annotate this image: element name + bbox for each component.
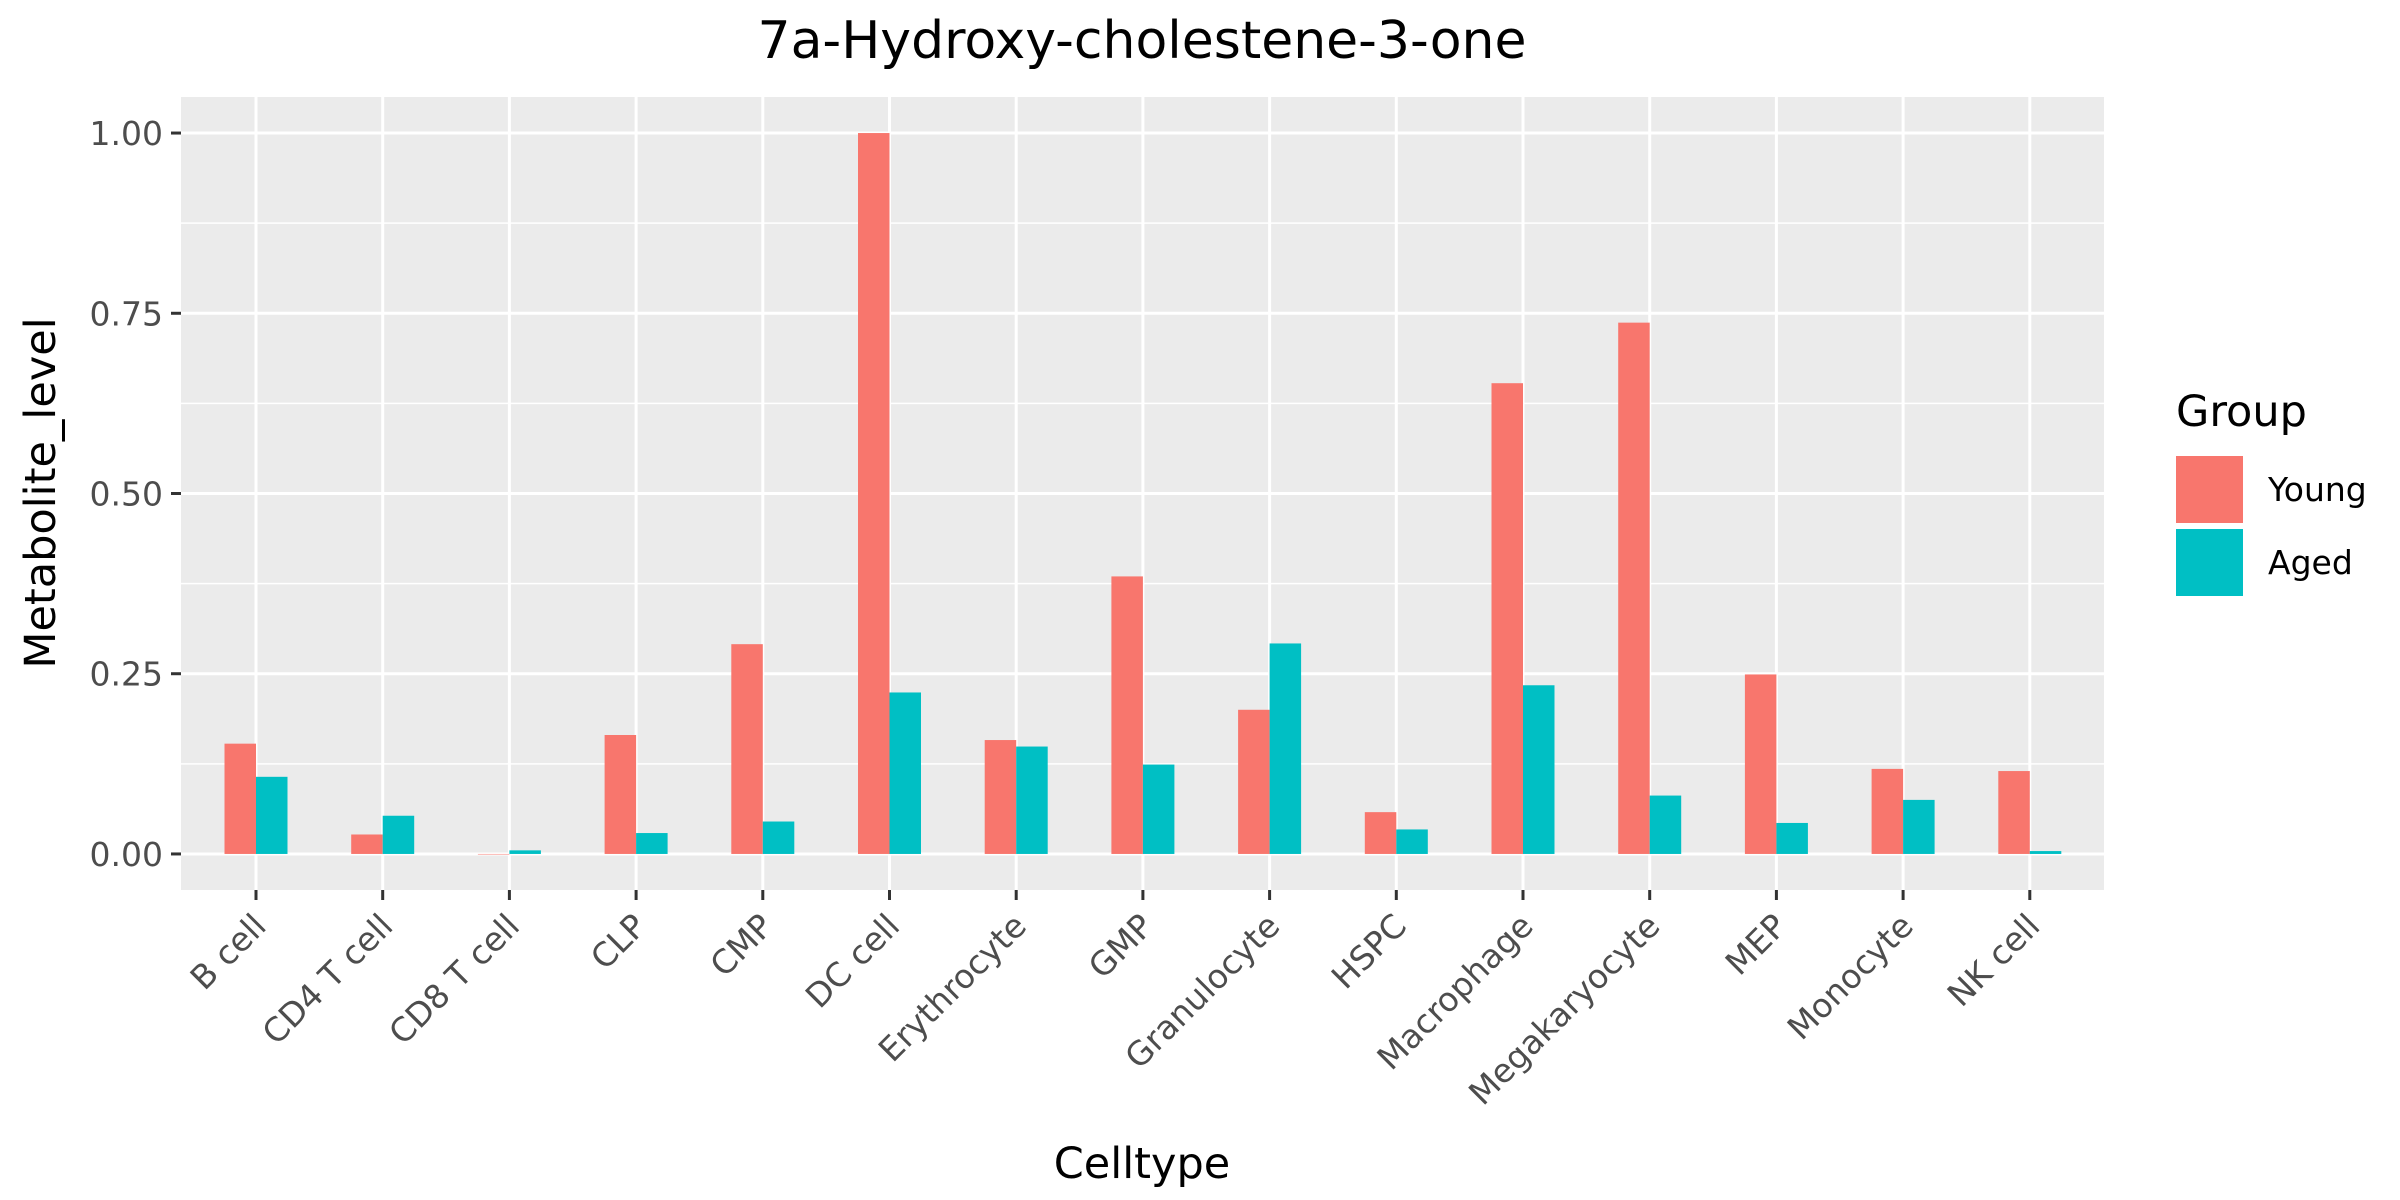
chart-title: 7a-Hydroxy-cholestene-3-one — [757, 11, 1526, 71]
bar-young-cmp — [731, 644, 763, 854]
bar-aged-granulocyte — [1269, 643, 1302, 854]
bar-aged-cmp — [762, 821, 795, 854]
bar-young-cd4-t-cell — [351, 834, 383, 854]
bar-aged-monocyte — [1903, 799, 1935, 854]
legend-label-young: Young — [2267, 470, 2367, 509]
bar-young-gmp — [1111, 576, 1143, 854]
legend-key-aged — [2176, 529, 2243, 596]
bar-aged-cd4-t-cell — [382, 815, 415, 854]
bar-aged-b-cell — [256, 776, 288, 854]
bar-young-mep — [1744, 674, 1777, 854]
bar-young-nk-cell — [1998, 771, 2030, 854]
legend-key-young — [2176, 456, 2243, 523]
y-axis: 0.00 0.25 0.50 0.75 1.00 — [90, 114, 181, 874]
bar-aged-erythrocyte — [1016, 746, 1048, 854]
y-tick-label: 0.25 — [90, 655, 163, 694]
bar-aged-macrophage — [1523, 685, 1555, 854]
bar-young-hspc — [1364, 812, 1397, 854]
bar-aged-cd8-t-cell — [509, 850, 541, 854]
bar-aged-megakaryocyte — [1649, 795, 1682, 854]
bar-young-erythrocyte — [984, 740, 1017, 854]
bar-young-dc-cell — [858, 133, 890, 854]
bar-aged-dc-cell — [889, 692, 921, 854]
x-axis-title: Celltype — [1054, 1139, 1230, 1189]
y-tick-label: 0.00 — [90, 835, 163, 874]
y-tick-label: 0.50 — [90, 475, 163, 514]
bar-young-clp — [604, 735, 637, 854]
bar-aged-hspc — [1396, 829, 1428, 854]
y-tick-label: 1.00 — [90, 114, 163, 153]
bar-young-cd8-t-cell — [477, 853, 510, 855]
y-tick-label: 0.75 — [90, 294, 163, 333]
bar-young-b-cell — [224, 743, 256, 854]
bars — [224, 133, 2062, 855]
legend-title: Group — [2176, 387, 2307, 437]
legend: Group Young Aged — [2176, 387, 2367, 596]
bar-aged-gmp — [1142, 764, 1175, 854]
bar-aged-mep — [1776, 822, 1808, 854]
bar-young-monocyte — [1871, 768, 1904, 854]
y-axis-title: Metabolite_level — [16, 317, 66, 668]
bar-young-granulocyte — [1238, 709, 1270, 854]
bar-aged-nk-cell — [2029, 851, 2062, 854]
legend-label-aged: Aged — [2268, 543, 2353, 582]
bar-young-megakaryocyte — [1618, 322, 1650, 854]
bar-aged-clp — [636, 833, 668, 854]
bar-young-macrophage — [1491, 383, 1523, 854]
